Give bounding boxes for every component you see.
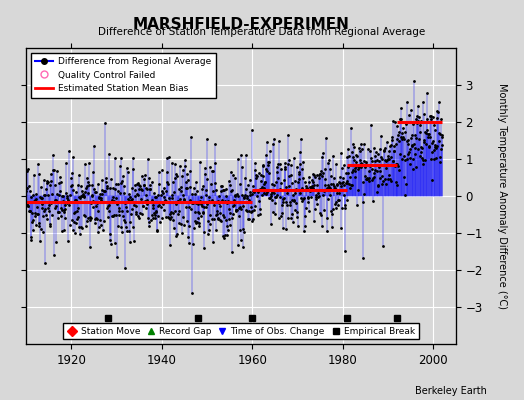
Text: Difference of Station Temperature Data from Regional Average: Difference of Station Temperature Data f…	[99, 27, 425, 37]
Text: Berkeley Earth: Berkeley Earth	[416, 386, 487, 396]
Y-axis label: Monthly Temperature Anomaly Difference (°C): Monthly Temperature Anomaly Difference (…	[497, 83, 507, 309]
Title: MARSHFIELD-EXPERIMEN: MARSHFIELD-EXPERIMEN	[133, 16, 350, 32]
Legend: Station Move, Record Gap, Time of Obs. Change, Empirical Break: Station Move, Record Gap, Time of Obs. C…	[63, 323, 419, 340]
